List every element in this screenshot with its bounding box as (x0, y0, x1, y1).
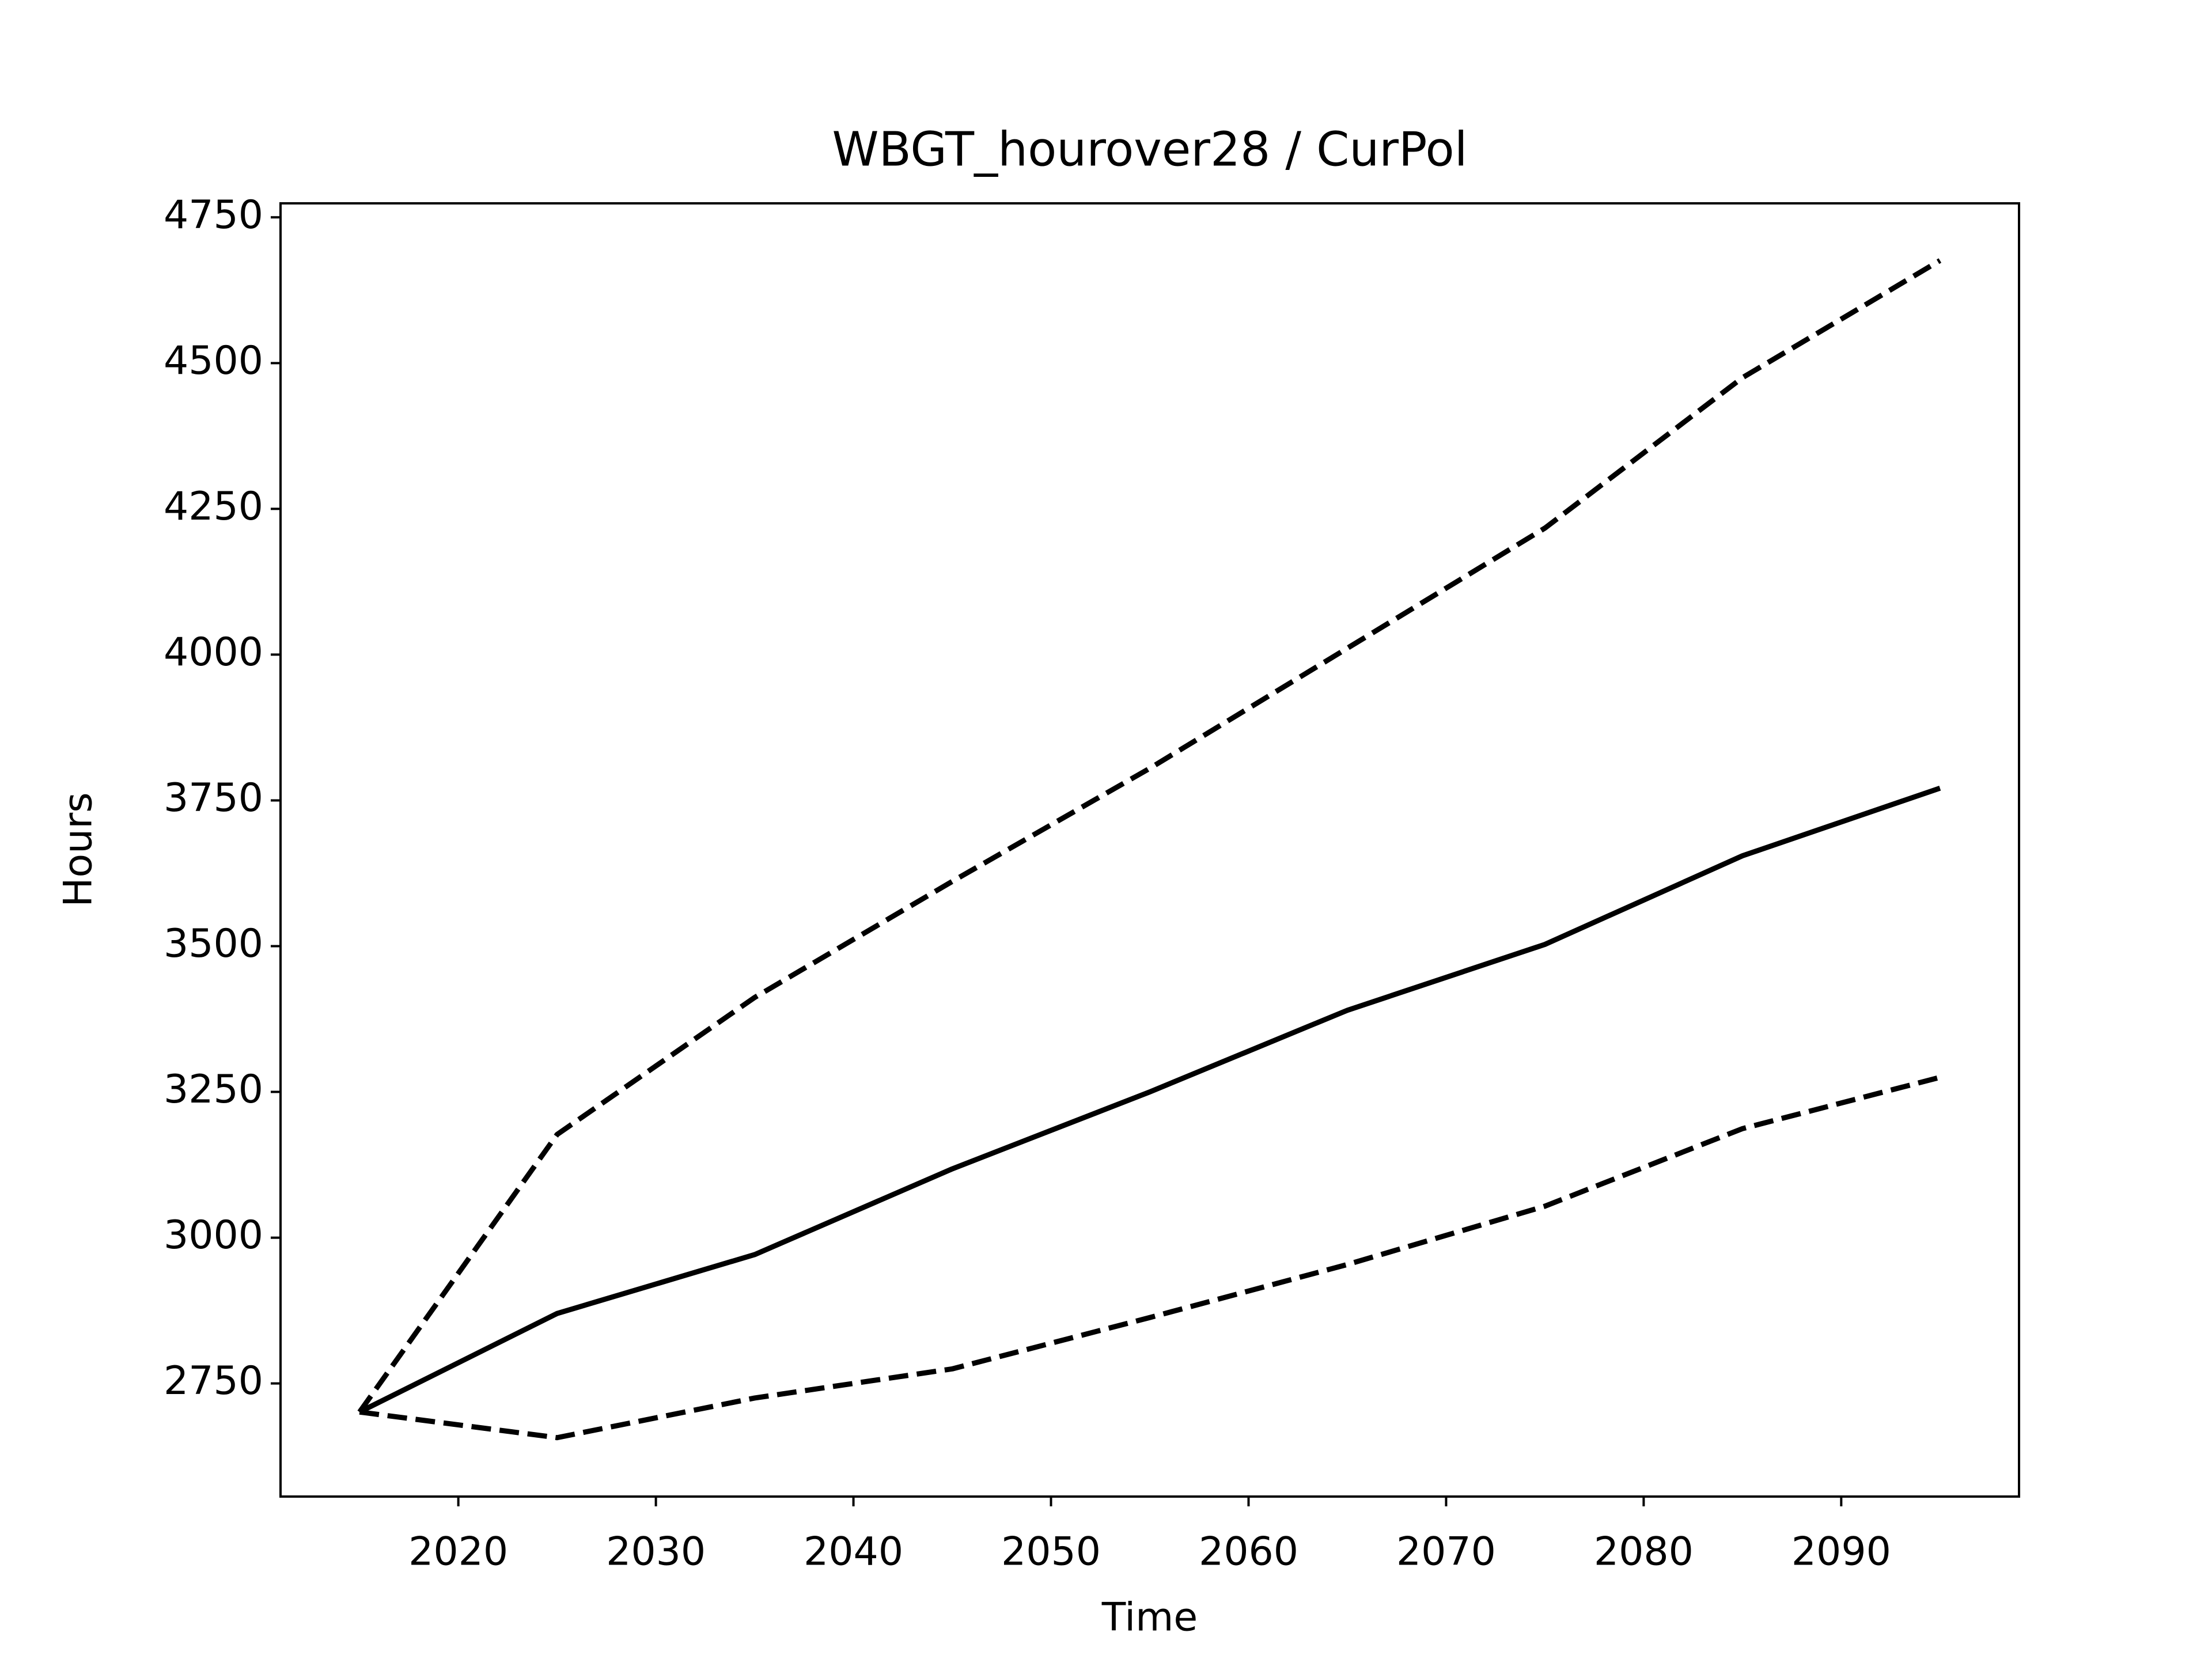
y-tick-label: 2750 (164, 1358, 263, 1404)
x-tick-label: 2070 (1396, 1529, 1496, 1575)
y-tick-label: 3250 (164, 1067, 263, 1112)
y-tick-label: 4250 (164, 484, 263, 529)
x-tick-label: 2090 (1791, 1529, 1891, 1575)
line-series (358, 785, 1941, 1415)
x-tick-label: 2060 (1199, 1529, 1298, 1575)
line-series (357, 258, 1942, 1414)
y-tick-label: 3000 (164, 1213, 263, 1258)
x-tick-label: 2040 (804, 1529, 903, 1575)
x-axis-label: Time (1101, 1595, 1198, 1641)
y-tick-label: 4000 (164, 630, 263, 675)
y-tick-label: 4500 (164, 338, 263, 384)
y-axis-label: Hours (56, 792, 101, 907)
x-tick-label: 2030 (606, 1529, 706, 1575)
x-tick-label: 2080 (1594, 1529, 1694, 1575)
plot-frame (279, 202, 2020, 1498)
line-series (359, 1074, 1941, 1441)
y-tick-label: 3500 (164, 921, 263, 967)
y-tick-label: 4750 (164, 192, 263, 238)
chart-title: WBGT_hourover28 / CurPol (832, 122, 1468, 177)
x-tick-label: 2020 (408, 1529, 508, 1575)
y-tick-label: 3750 (164, 775, 263, 821)
x-tick-label: 2050 (1001, 1529, 1101, 1575)
